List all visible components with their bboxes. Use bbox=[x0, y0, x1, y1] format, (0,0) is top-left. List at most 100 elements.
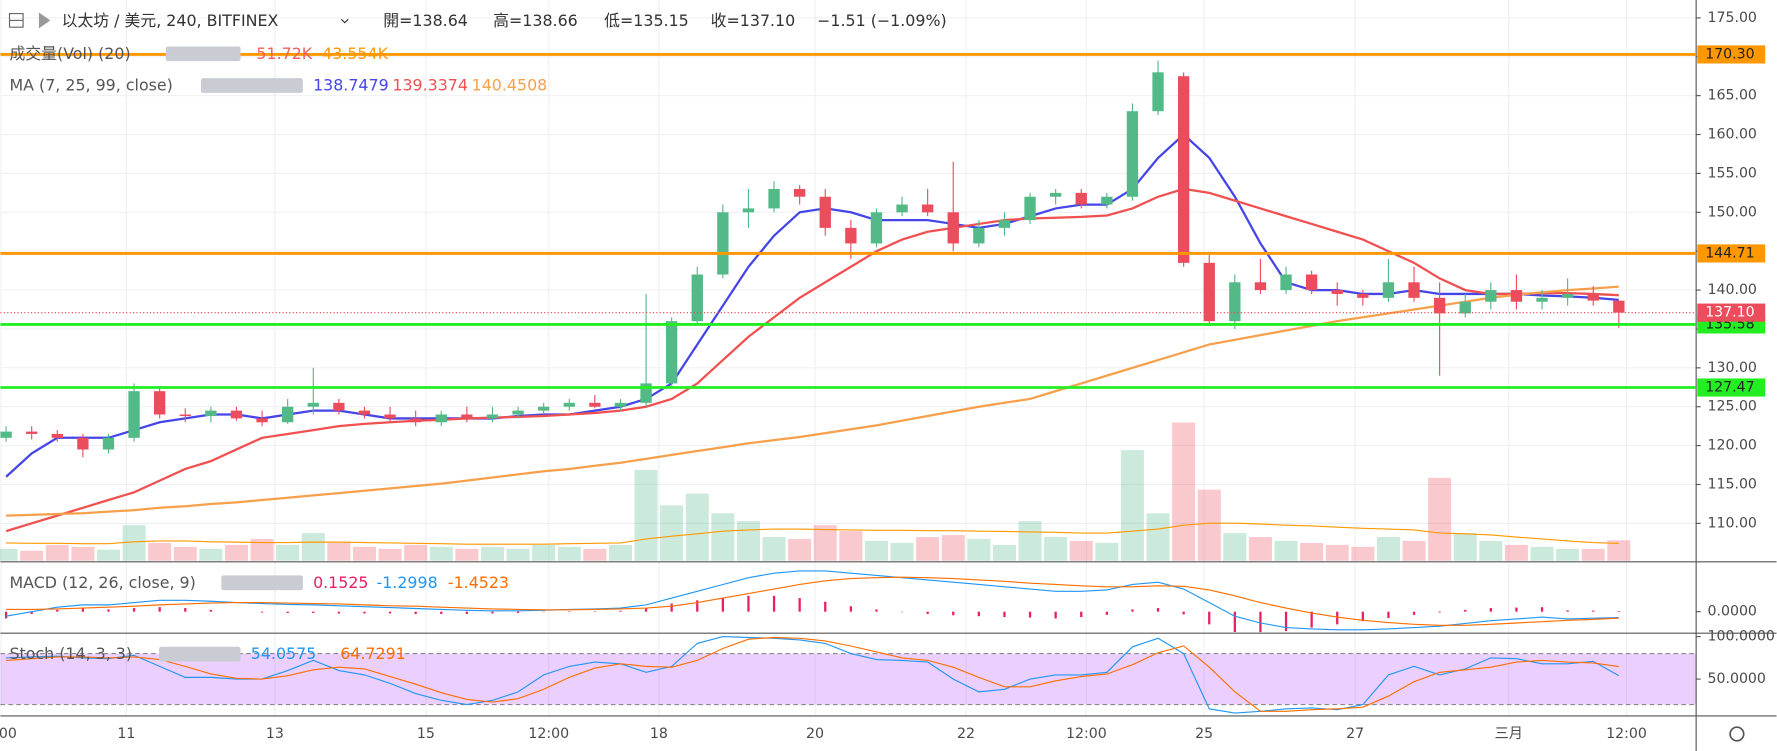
macd-histogram-bar bbox=[1284, 611, 1288, 632]
macd-histogram-bar bbox=[721, 598, 724, 612]
candle-body bbox=[435, 414, 447, 423]
candle-body bbox=[998, 220, 1011, 228]
level-label: 144.71 bbox=[1705, 245, 1754, 261]
legend-value: 64.7291 bbox=[340, 644, 406, 663]
indicator-buttons[interactable] bbox=[200, 78, 303, 93]
volume-bar bbox=[1095, 542, 1119, 561]
indicator-buttons[interactable] bbox=[159, 646, 241, 662]
volume-bar bbox=[1274, 540, 1298, 561]
macd-histogram-bar bbox=[798, 598, 801, 612]
candle-body bbox=[0, 431, 12, 438]
x-tick-label: 12:00 bbox=[528, 726, 569, 742]
symbol-title[interactable]: 以太坊 / 美元, 240, BITFINEX bbox=[62, 11, 279, 30]
volume-bar bbox=[96, 549, 120, 561]
volume-bar bbox=[327, 542, 351, 561]
overlay: 2:00 11 13 15 12:00 18 20 22 12:00 25 27 三月 12:00 110… bbox=[0, 10, 1775, 742]
x-tick-label: 13 bbox=[266, 726, 284, 742]
candle-body bbox=[1254, 282, 1267, 291]
candle-body bbox=[640, 383, 652, 403]
flag-icon[interactable] bbox=[38, 12, 51, 29]
volume-bar bbox=[1300, 542, 1324, 561]
y-tick-label: 155.00 bbox=[1707, 165, 1756, 181]
candle-body bbox=[1177, 76, 1190, 263]
volume-bar bbox=[839, 531, 863, 561]
macd-histogram-bar bbox=[30, 611, 33, 614]
volume-bar bbox=[1197, 489, 1221, 561]
header-low: 低=135.15 bbox=[604, 11, 689, 30]
candle-body bbox=[51, 433, 63, 438]
volume-bar bbox=[301, 533, 325, 561]
candle-body bbox=[409, 418, 422, 423]
stoch-k-line bbox=[6, 636, 1620, 714]
macd-histogram-bar bbox=[1489, 608, 1492, 612]
macd-histogram-bar bbox=[747, 595, 750, 612]
ma-line bbox=[5, 133, 1619, 478]
candle-body bbox=[205, 410, 217, 417]
volume-bar bbox=[1120, 450, 1144, 561]
legend-label: Stoch (14, 3, 3) bbox=[10, 644, 133, 663]
candle-body bbox=[1587, 293, 1599, 301]
macd-histogram-bar bbox=[1438, 611, 1441, 613]
last-price-box bbox=[1697, 303, 1766, 322]
volume-bar bbox=[45, 544, 69, 561]
level-label: 127.47 bbox=[1705, 380, 1754, 396]
macd-histogram-bar bbox=[1028, 611, 1032, 618]
macd-histogram-bar bbox=[1259, 611, 1262, 633]
level-label-box bbox=[1697, 244, 1766, 263]
volume-bar bbox=[1607, 540, 1631, 561]
macd-histogram-bar bbox=[1208, 611, 1211, 625]
volume-bar bbox=[429, 546, 453, 561]
settings-icon[interactable] bbox=[1729, 726, 1745, 742]
macd-histogram-bar bbox=[772, 595, 776, 612]
macd-signal-line bbox=[6, 576, 1619, 626]
candle-body bbox=[1485, 290, 1497, 302]
indicator-buttons bbox=[159, 46, 303, 662]
candle-body bbox=[921, 204, 934, 213]
macd-histogram-bar bbox=[491, 611, 494, 614]
volume-bar bbox=[992, 544, 1016, 561]
candle-body bbox=[563, 402, 575, 407]
candle-body bbox=[26, 431, 38, 434]
macd-histogram-bar bbox=[824, 601, 827, 612]
volume-bar bbox=[1325, 544, 1349, 561]
candle-body bbox=[1229, 282, 1241, 322]
candle-body bbox=[256, 418, 268, 423]
volume-bar bbox=[634, 469, 658, 561]
volume-bar bbox=[813, 525, 837, 561]
macd-histogram-bar bbox=[414, 611, 417, 614]
macd-histogram-bar bbox=[260, 611, 264, 613]
indicator-buttons[interactable] bbox=[165, 46, 241, 62]
candle-body bbox=[358, 410, 371, 415]
macd-histogram-bar bbox=[952, 611, 955, 616]
candle-body bbox=[1203, 262, 1215, 322]
candle-body bbox=[384, 414, 396, 419]
volume-bar bbox=[967, 538, 991, 561]
macd-histogram-bar bbox=[1156, 608, 1160, 612]
volume-bar bbox=[506, 548, 530, 561]
volume-bar bbox=[685, 493, 709, 561]
volume-bar bbox=[1172, 422, 1196, 561]
dropdown-icon[interactable] bbox=[340, 18, 349, 24]
macd-histogram-bar bbox=[286, 611, 289, 614]
candle-body bbox=[1152, 72, 1164, 112]
x-tick-label: 12:00 bbox=[1606, 726, 1647, 742]
volume-bar bbox=[1530, 546, 1554, 561]
volume-bar bbox=[1018, 521, 1042, 561]
volume-bar bbox=[378, 548, 402, 561]
last-price-label: 137.10 bbox=[1705, 305, 1754, 321]
volume-bar bbox=[1402, 540, 1426, 561]
volume-bar bbox=[608, 544, 632, 561]
indicator-buttons[interactable] bbox=[221, 575, 303, 591]
candle-body bbox=[1126, 111, 1139, 197]
macd-histogram-bar bbox=[1003, 611, 1006, 618]
x-tick-label: 15 bbox=[417, 726, 435, 742]
volume-bar bbox=[1428, 477, 1452, 561]
volume-bar bbox=[788, 538, 812, 561]
candle-body bbox=[742, 208, 755, 213]
macd-histogram-bar bbox=[977, 611, 980, 617]
volume-bar bbox=[455, 548, 479, 561]
volume-bar bbox=[583, 548, 607, 561]
volume-bar bbox=[1556, 548, 1580, 561]
candle-body bbox=[486, 414, 499, 419]
